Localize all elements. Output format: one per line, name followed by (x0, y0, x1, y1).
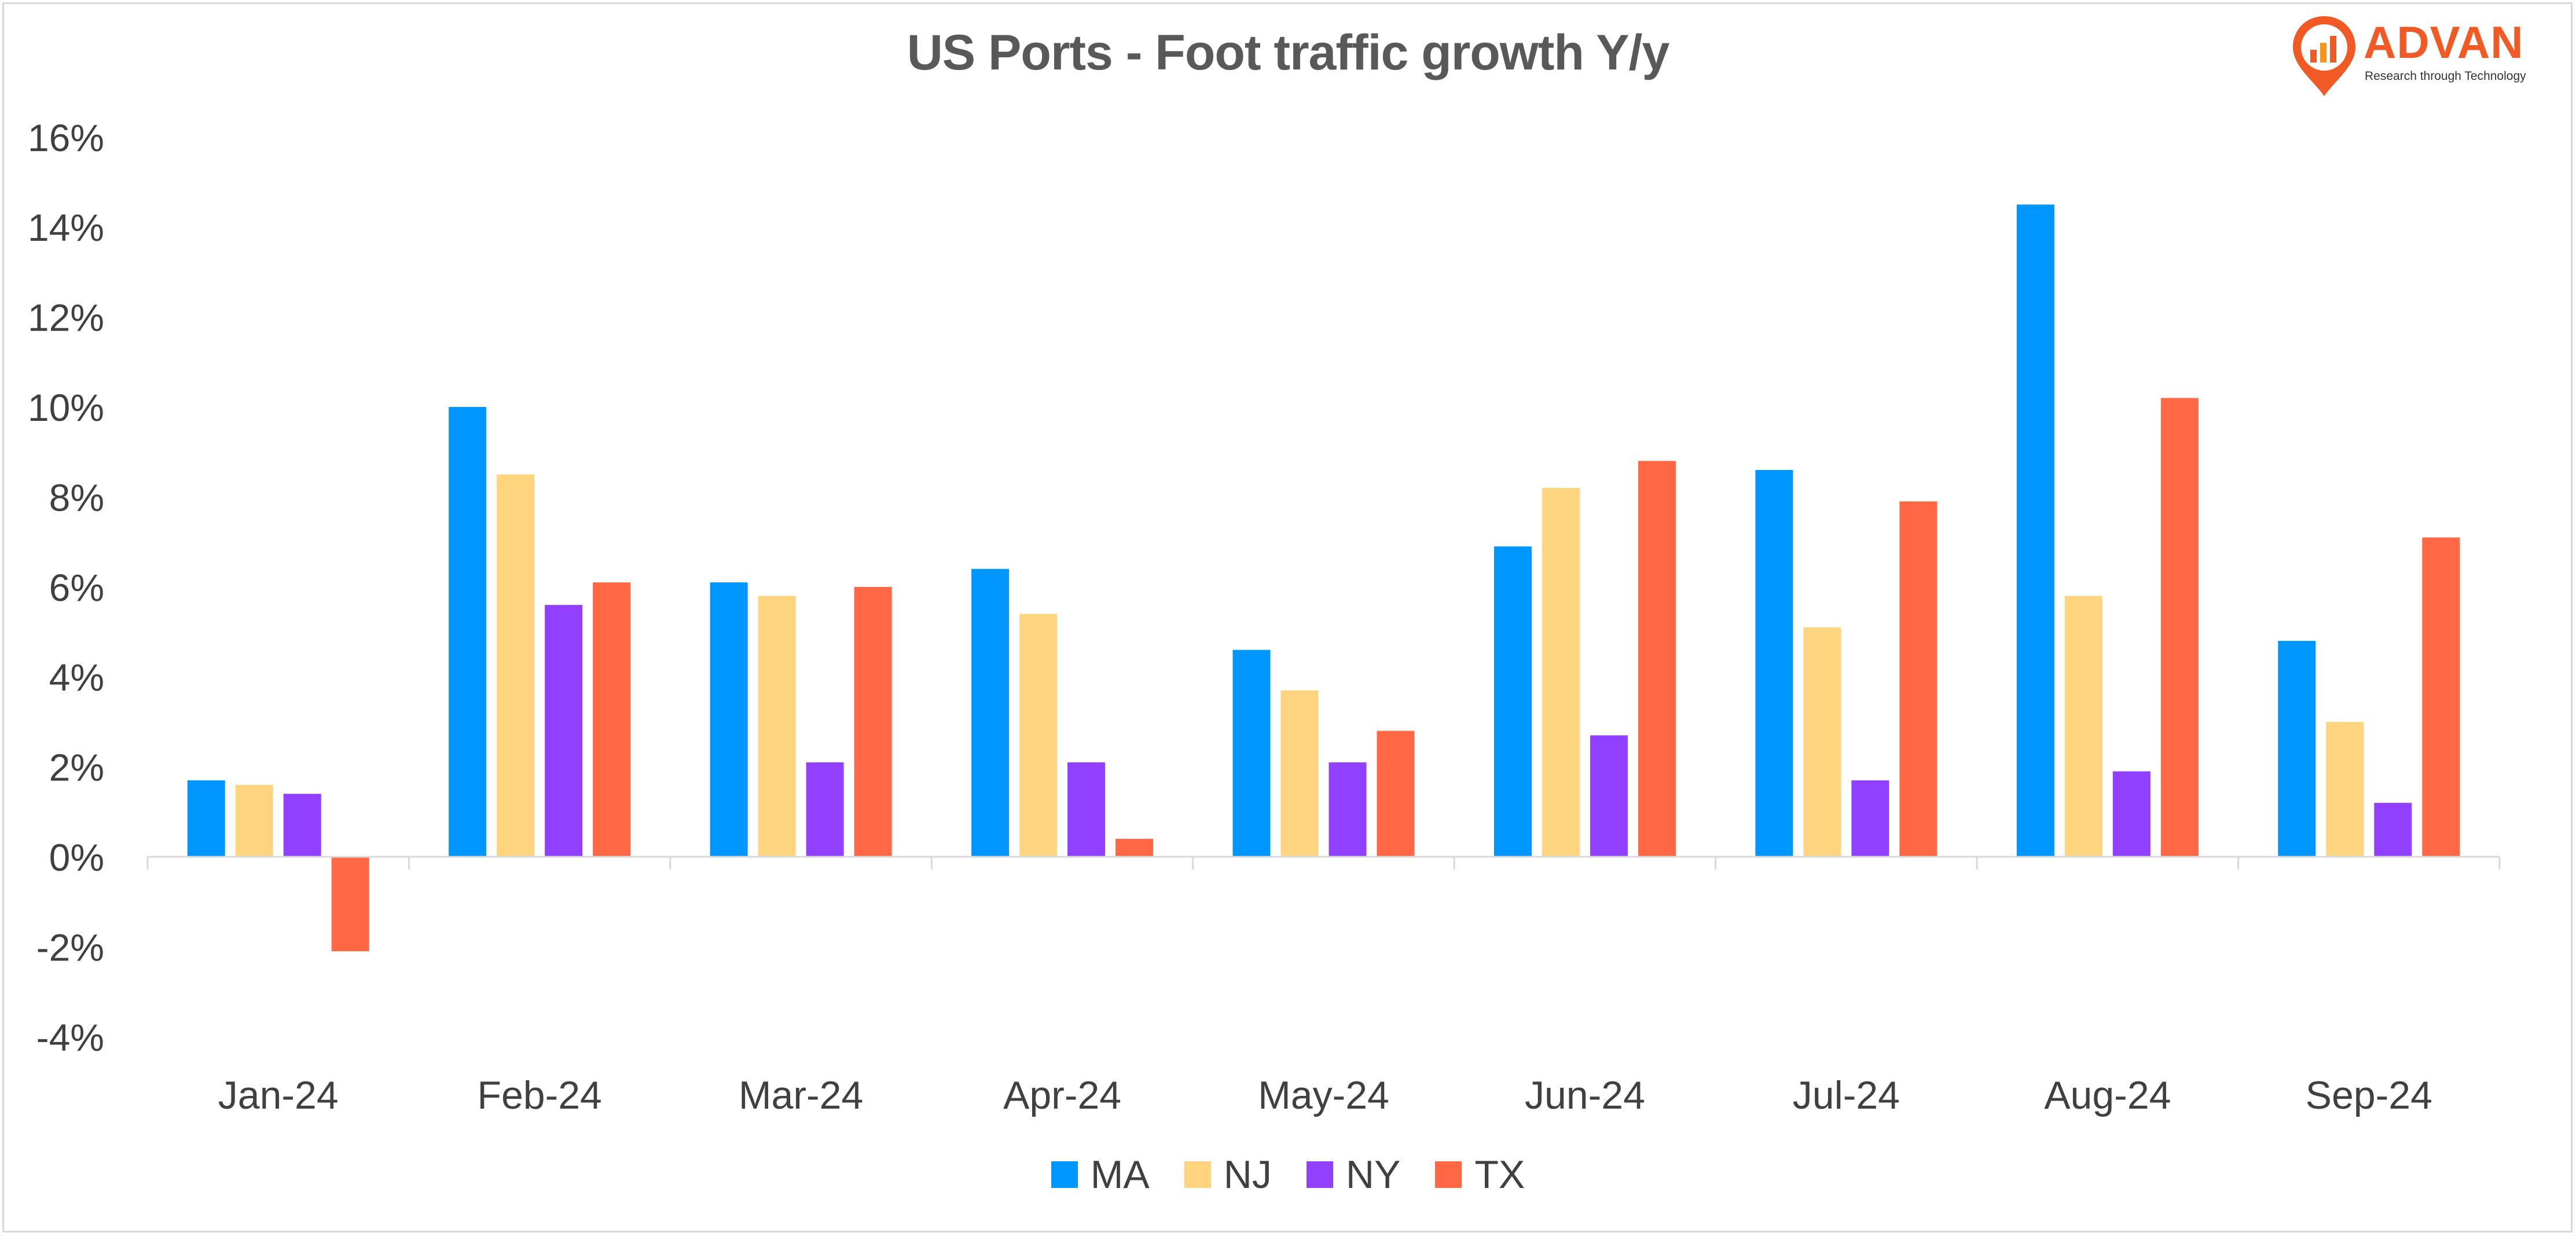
bar-ny-jul-24 (1851, 780, 1889, 857)
x-tick-label: Jul-24 (1793, 1073, 1900, 1117)
legend-swatch (1051, 1161, 1078, 1188)
x-tick-label: Sep-24 (2306, 1073, 2432, 1117)
chart-title: US Ports - Foot traffic growth Y/y (907, 25, 1670, 80)
bar-tx-jul-24 (1899, 501, 1937, 857)
x-tick-label: Jun-24 (1525, 1073, 1645, 1117)
bar-nj-aug-24 (2064, 596, 2102, 857)
bar-tx-may-24 (1377, 731, 1415, 857)
bar-ma-sep-24 (2278, 641, 2316, 857)
y-tick-label: 10% (28, 386, 104, 429)
bar-tx-feb-24 (593, 582, 631, 857)
bar-ny-feb-24 (545, 604, 583, 857)
x-tick-label: Feb-24 (477, 1073, 601, 1117)
y-tick-label: 0% (49, 836, 104, 879)
bar-ma-jan-24 (187, 780, 225, 857)
bar-ma-aug-24 (2016, 204, 2054, 857)
y-tick-label: 2% (49, 746, 104, 789)
x-tick-label: Jan-24 (218, 1073, 339, 1117)
bar-marks (187, 204, 2460, 952)
legend-label: NJ (1223, 1153, 1272, 1197)
bar-ny-apr-24 (1067, 762, 1106, 857)
bar-ny-jun-24 (1590, 735, 1628, 857)
bar-ma-mar-24 (710, 582, 748, 857)
y-tick-label: 12% (28, 296, 104, 339)
y-tick-label: -2% (36, 926, 104, 969)
legend: MA NJ NY TX (0, 1152, 2576, 1197)
bar-ma-apr-24 (971, 569, 1010, 857)
bar-nj-jun-24 (1542, 487, 1580, 857)
bar-nj-apr-24 (1019, 614, 1058, 857)
y-axis-ticks: -4% -2% 0% 2% 4% 6% 8% 10% 12% 14% 16% (28, 116, 104, 1059)
bar-ny-jan-24 (283, 794, 321, 857)
bar-tx-sep-24 (2422, 537, 2460, 857)
bar-tx-mar-24 (854, 586, 892, 857)
legend-item-tx: TX (1435, 1152, 1525, 1197)
y-tick-label: 4% (49, 656, 104, 699)
bar-nj-may-24 (1280, 690, 1319, 857)
bar-nj-jan-24 (235, 784, 273, 857)
advan-logo: ADVAN Research through Technology (2289, 13, 2533, 100)
x-tick-label: May-24 (1258, 1073, 1389, 1117)
bar-nj-sep-24 (2326, 721, 2364, 857)
y-tick-label: -4% (36, 1016, 104, 1059)
legend-item-ma: MA (1051, 1152, 1150, 1197)
y-tick-label: 14% (28, 206, 104, 249)
bar-tx-jun-24 (1638, 461, 1676, 857)
bar-tx-apr-24 (1115, 838, 1154, 857)
legend-label: MA (1090, 1153, 1150, 1197)
bar-tx-jan-24 (331, 857, 369, 952)
legend-swatch (1184, 1161, 1211, 1188)
logo-tagline: Research through Technology (2365, 69, 2526, 83)
legend-label: NY (1345, 1153, 1401, 1197)
x-tick-label: Mar-24 (739, 1073, 863, 1117)
y-tick-label: 6% (49, 566, 104, 609)
x-tick-label: Aug-24 (2044, 1073, 2171, 1117)
bar-tx-aug-24 (2160, 398, 2199, 857)
legend-swatch (1435, 1161, 1462, 1188)
bar-ny-sep-24 (2374, 802, 2412, 857)
bar-ma-jul-24 (1755, 470, 1793, 857)
bar-ma-feb-24 (449, 407, 487, 857)
x-axis: Jan-24 Feb-24 Mar-24 Apr-24 May-24 Jun-24 Jul-… (146, 856, 2501, 1117)
bar-ny-aug-24 (2112, 771, 2151, 857)
y-tick-label: 16% (28, 116, 104, 159)
legend-label: TX (1474, 1153, 1525, 1197)
legend-item-nj: NJ (1184, 1152, 1272, 1197)
y-tick-label: 8% (49, 476, 104, 519)
legend-item-ny: NY (1306, 1152, 1401, 1197)
x-tick-label: Apr-24 (1003, 1073, 1121, 1117)
map-pin-chart-icon (2293, 16, 2355, 96)
bar-ma-may-24 (1232, 650, 1271, 857)
bar-ny-may-24 (1329, 762, 1367, 857)
bar-nj-mar-24 (758, 596, 796, 857)
bar-nj-jul-24 (1803, 627, 1841, 857)
logo-wordmark: ADVAN (2364, 17, 2524, 68)
bar-nj-feb-24 (497, 474, 535, 857)
bar-ma-jun-24 (1494, 546, 1532, 857)
legend-swatch (1306, 1161, 1333, 1188)
bar-ny-mar-24 (806, 762, 844, 857)
